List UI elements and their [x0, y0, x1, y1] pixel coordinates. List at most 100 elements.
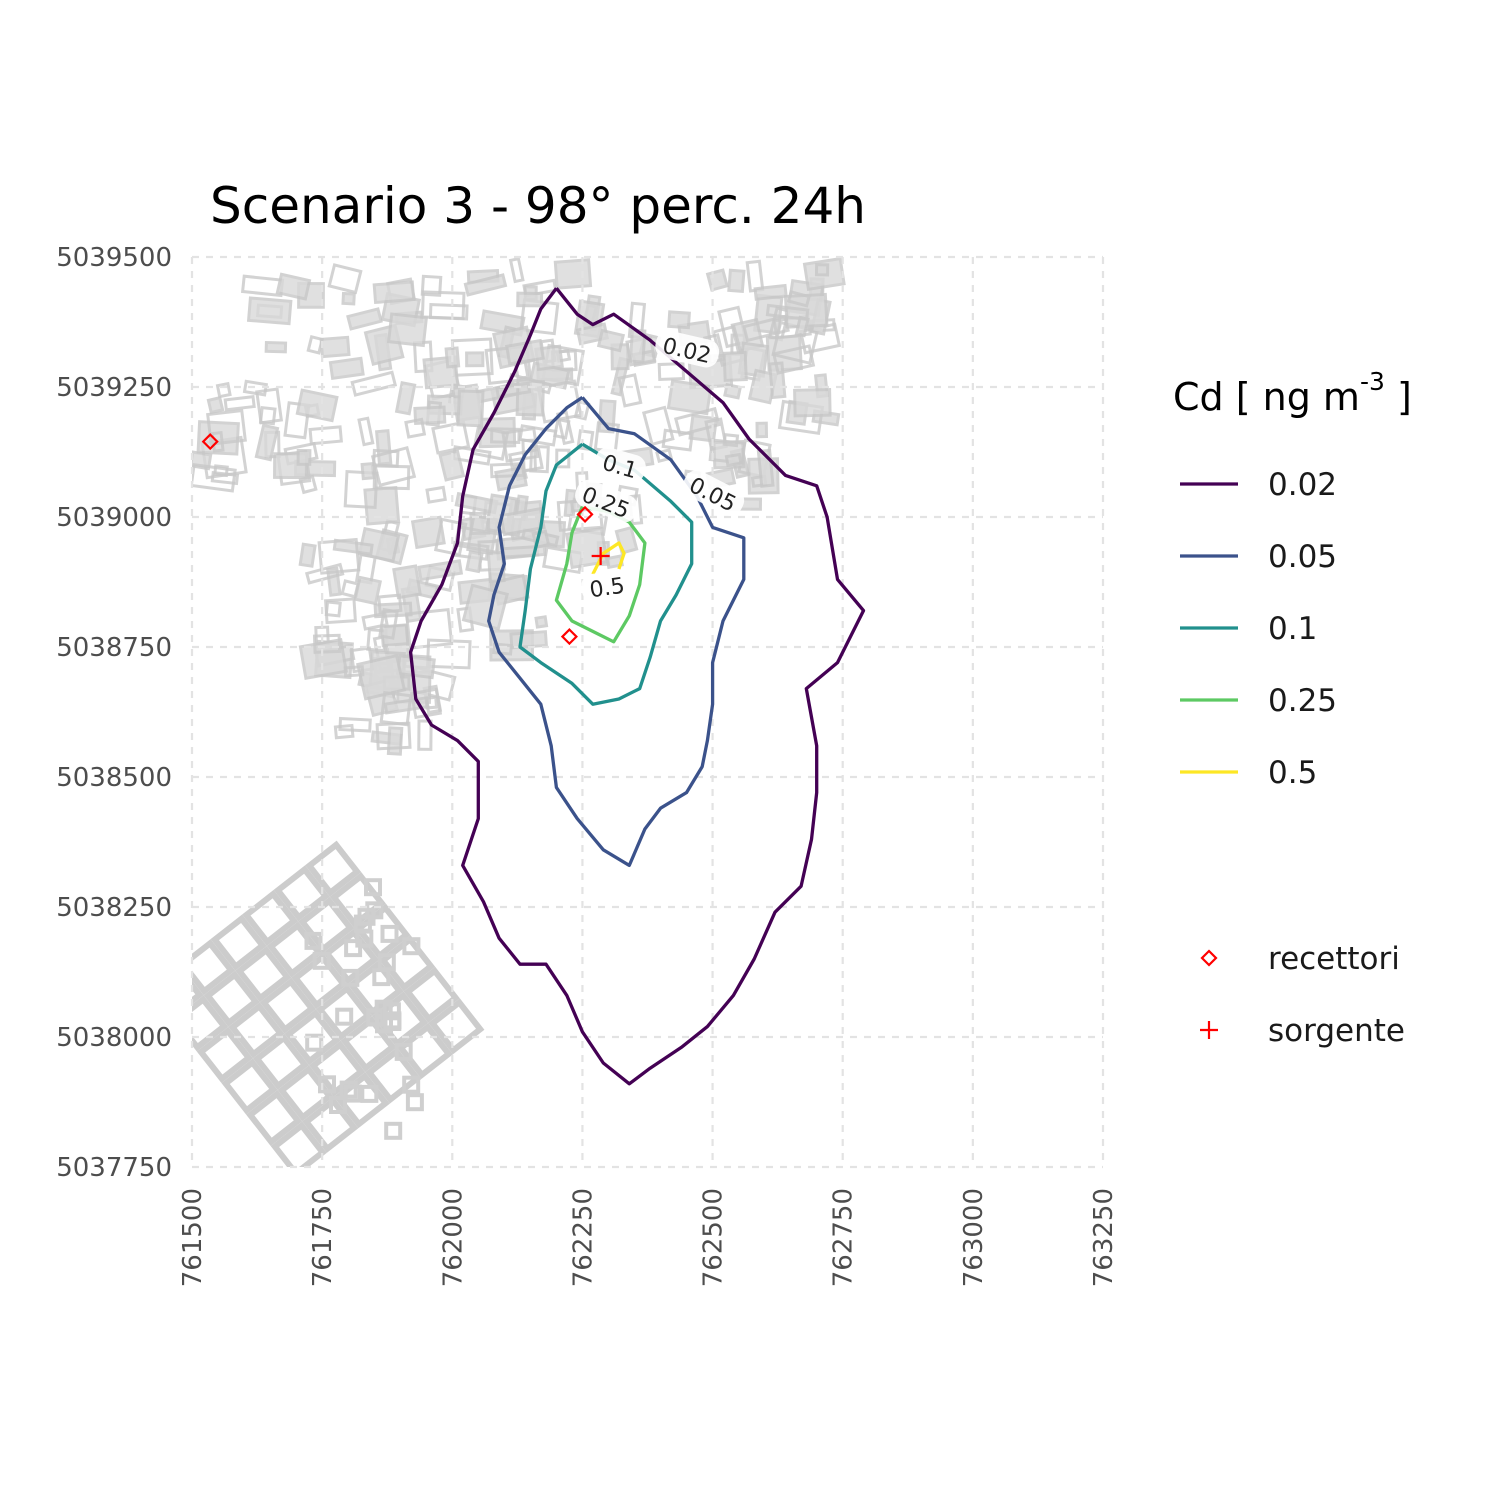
city-block — [340, 1015, 397, 1073]
building-footprint — [509, 630, 548, 650]
building-footprint — [374, 429, 393, 466]
city-block — [396, 1022, 453, 1080]
building-footprint — [304, 931, 323, 950]
building-footprint — [424, 695, 439, 710]
source-plus-icon — [591, 547, 610, 565]
building-footprint — [353, 575, 383, 606]
building-footprint — [396, 654, 436, 680]
building-footprint — [296, 448, 312, 466]
city-block — [203, 970, 260, 1027]
building-footprint — [364, 878, 382, 897]
building-footprint — [361, 611, 389, 631]
city-block — [235, 946, 292, 1003]
legend-title-suffix: ] — [1385, 375, 1412, 419]
building-footprint — [210, 470, 240, 486]
city-block — [196, 1026, 253, 1083]
city-block — [403, 966, 460, 1023]
receptor-and-source-markers — [201, 433, 610, 646]
y-tick-label: 5037750 — [56, 1153, 172, 1183]
city-block — [228, 1002, 285, 1059]
building-footprint — [793, 388, 832, 418]
building-footprint — [372, 968, 391, 987]
city-block — [192, 939, 236, 996]
building-footprint — [576, 429, 595, 452]
building-footprint — [501, 544, 547, 559]
building-footprint — [667, 310, 691, 330]
building-footprint — [508, 257, 525, 284]
building-footprint — [343, 665, 365, 678]
building-footprint — [655, 448, 674, 464]
building-footprint — [383, 1013, 402, 1031]
building-footprint — [338, 716, 372, 733]
building-footprint — [465, 351, 485, 368]
building-footprint — [365, 901, 384, 920]
building-footprint — [298, 474, 318, 495]
building-footprint — [456, 389, 485, 428]
building-footprint — [438, 449, 466, 482]
building-footprint — [641, 405, 675, 447]
legend-item-sorgente: sorgente — [1200, 1013, 1405, 1049]
building-footprint — [335, 1007, 354, 1026]
contour-line-0.02 — [408, 287, 866, 1086]
building-footprint — [617, 373, 643, 408]
contour-label-background — [594, 447, 646, 483]
receptor-diamond-icon — [560, 628, 578, 646]
building-footprint — [529, 444, 550, 474]
receptor-diamond-icon — [576, 505, 594, 523]
building-footprint — [405, 1093, 424, 1112]
building-footprint — [382, 1002, 401, 1021]
contour-label-background — [682, 470, 745, 516]
contour-line-0.1 — [518, 442, 694, 706]
legend-title-sup: -3 — [1360, 367, 1385, 396]
building-footprint — [433, 517, 468, 557]
building-footprint — [215, 381, 232, 399]
building-footprint — [346, 307, 383, 331]
building-footprint — [392, 564, 422, 600]
city-block — [259, 977, 316, 1034]
legend-item-label: 0.05 — [1268, 539, 1337, 575]
building-footprint — [463, 273, 508, 297]
building-footprint — [319, 335, 351, 359]
x-tick-label: 762500 — [699, 1188, 729, 1287]
legend-levels: 0.02 0.05 0.1 0.25 0.5 — [1180, 467, 1337, 791]
building-footprint — [420, 290, 466, 320]
building-footprint — [724, 452, 743, 468]
city-block — [302, 1096, 359, 1153]
building-footprint — [772, 344, 816, 375]
building-footprint — [356, 653, 407, 701]
legend-item-label: sorgente — [1268, 1013, 1405, 1049]
building-footprint — [553, 258, 593, 290]
building-footprint — [553, 417, 571, 440]
legend-title-prefix: Cd [ ng m — [1173, 375, 1360, 419]
building-footprint — [344, 939, 363, 958]
building-footprint — [722, 350, 748, 382]
legend-item-label: 0.1 — [1268, 611, 1317, 647]
building-footprint — [355, 929, 374, 948]
legend-item-0.5: 0.5 — [1180, 755, 1317, 791]
x-tick-label: 762250 — [568, 1188, 598, 1287]
contour-label-text: 0.5 — [588, 574, 626, 604]
building-footprint — [755, 421, 769, 439]
building-footprint — [516, 291, 544, 308]
building-footprint — [379, 690, 413, 727]
contour-label-0.02: 0.02 — [655, 330, 720, 369]
building-footprint — [343, 1084, 362, 1103]
building-footprint — [370, 446, 417, 488]
building-footprint — [765, 303, 810, 322]
building-footprint — [727, 268, 746, 294]
grid-district — [192, 840, 485, 1167]
building-footprint — [386, 312, 429, 348]
building-footprint — [596, 328, 626, 353]
contour-line-0.25 — [554, 504, 647, 644]
building-footprint — [339, 1080, 358, 1099]
city-block — [273, 865, 330, 922]
building-footprint — [360, 462, 376, 481]
contour-line-0.05 — [487, 396, 746, 868]
building-footprint — [402, 1075, 421, 1094]
building-footprint — [372, 280, 416, 305]
building-footprint — [384, 1121, 403, 1140]
legend-item-0.02: 0.02 — [1180, 467, 1337, 503]
concentration-contours — [408, 287, 866, 1086]
receptor-diamond-icon — [201, 433, 219, 451]
building-footprint — [264, 340, 288, 354]
